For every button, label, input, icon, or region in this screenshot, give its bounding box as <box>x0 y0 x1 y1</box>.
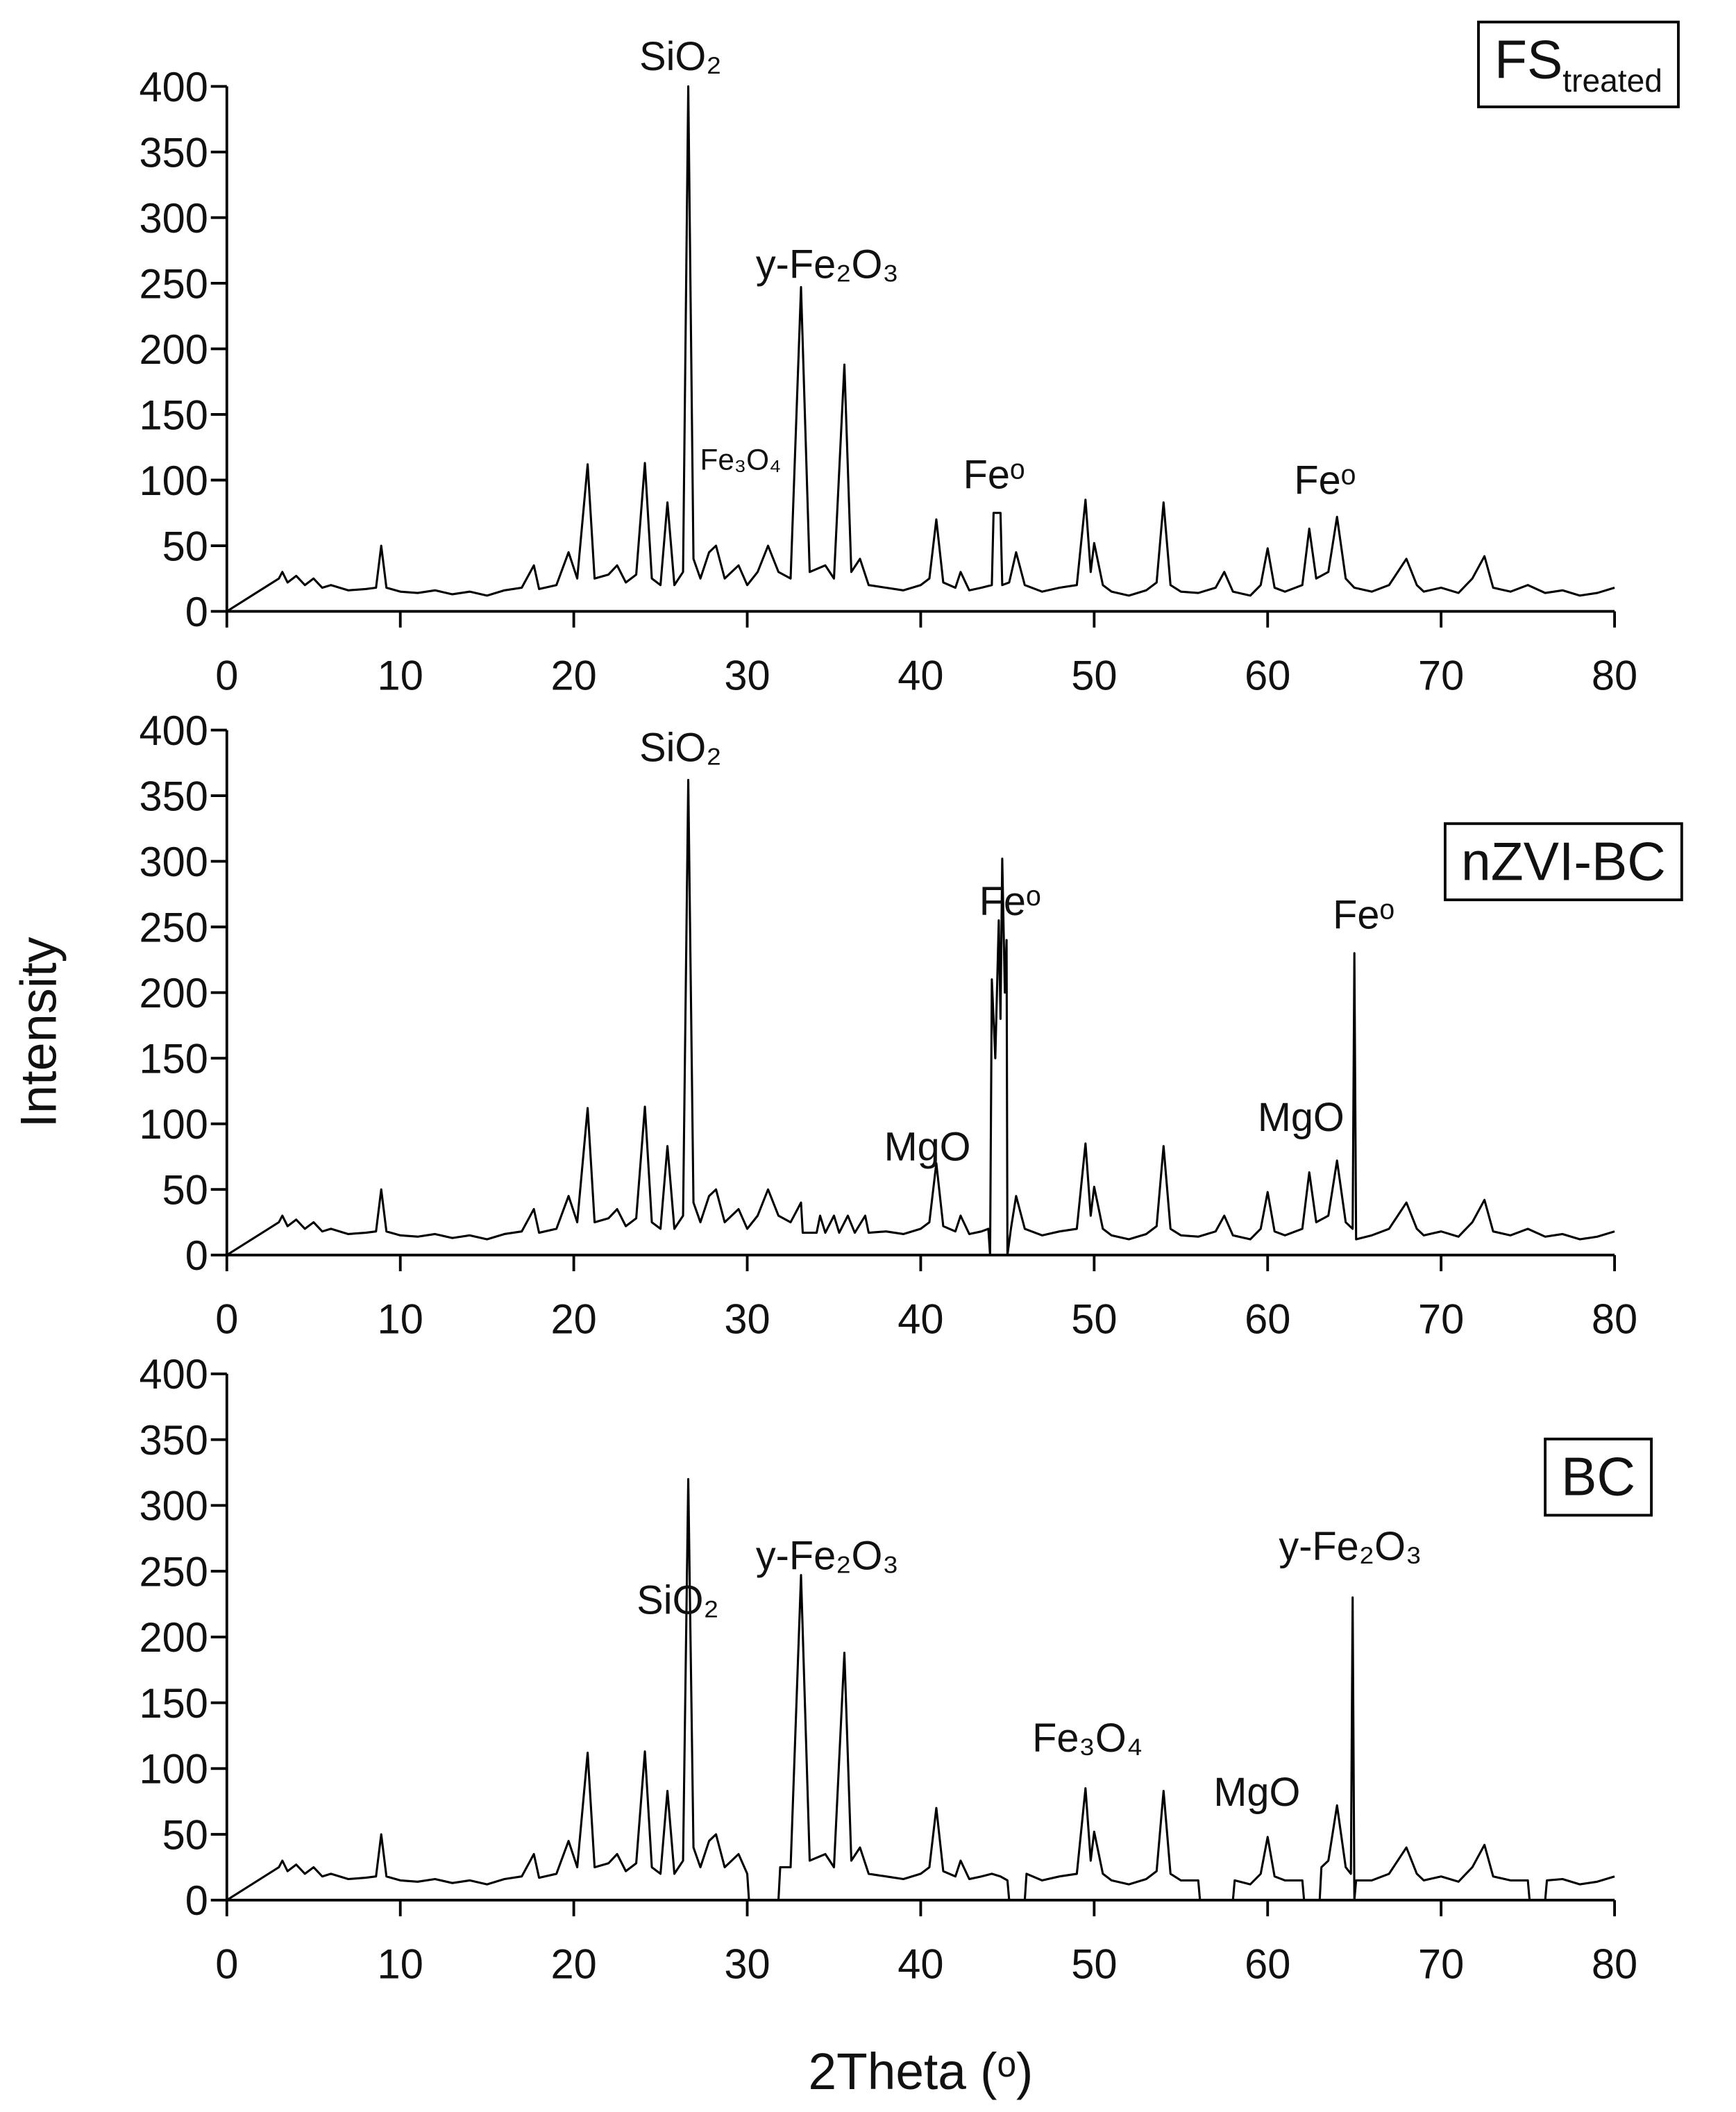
y-tick-label: 250 <box>139 904 208 950</box>
x-tick-label: 50 <box>1071 1296 1117 1342</box>
data-line <box>226 1477 1615 1902</box>
peak-annotation: Feᵒ <box>979 880 1041 924</box>
y-tick-label: 200 <box>139 326 208 373</box>
x-tick-label: 0 <box>215 1941 238 1987</box>
x-tick-label: 30 <box>724 1941 770 1987</box>
y-tick-label: 300 <box>139 839 208 885</box>
panel-label: nZVI-BC <box>1461 832 1666 891</box>
peak-annotation: y-Fe₂O₃ <box>756 1534 899 1578</box>
chart-panel: 0 50 100 150 200 250 300 350 400 0 10 20 30 40 50 60 70 8… <box>139 1351 1653 1988</box>
peak-annotation: MgO <box>884 1125 971 1169</box>
y-tick-label: 300 <box>139 1482 208 1529</box>
chart-panel: 0 50 100 150 200 250 300 350 400 0 10 20 30 40 50 60 70 8… <box>139 707 1683 1343</box>
peak-annotation: SiO₂ <box>639 726 722 770</box>
y-tick-label: 100 <box>139 458 208 504</box>
peak-annotation: SiO₂ <box>637 1578 719 1623</box>
data-line <box>226 85 1615 612</box>
x-tick-label: 60 <box>1245 1941 1290 1987</box>
peak-annotation: Fe₃O₄ <box>1032 1716 1143 1761</box>
peak-annotation: Feᵒ <box>1294 458 1356 503</box>
x-tick-label: 10 <box>378 652 423 698</box>
x-tick-label: 50 <box>1071 1941 1117 1987</box>
y-axis-label: Intensity <box>10 937 67 1128</box>
y-tick-label: 250 <box>139 1548 208 1595</box>
panel-label-sub: treated <box>1562 62 1662 99</box>
peak-annotation: y-Fe₂O₃ <box>756 242 899 287</box>
y-tick-label: 150 <box>139 392 208 438</box>
y-tick-label: 400 <box>139 63 208 110</box>
x-tick-label: 10 <box>378 1941 423 1987</box>
y-tick-label: 50 <box>162 1811 208 1858</box>
x-tick-label: 70 <box>1418 652 1464 698</box>
peak-annotation: SiO₂ <box>639 35 722 79</box>
x-tick-label: 30 <box>724 652 770 698</box>
x-tick-label: 70 <box>1418 1296 1464 1342</box>
x-tick-label: 80 <box>1592 1941 1637 1987</box>
y-tick-label: 400 <box>139 707 208 754</box>
panel-label-box <box>1477 20 1680 108</box>
peak-annotation: y-Fe₂O₃ <box>1279 1525 1422 1569</box>
y-tick-label: 50 <box>162 1166 208 1213</box>
y-tick-label: 0 <box>185 1877 208 1924</box>
x-axis-label: 2Theta (ᵒ) <box>809 2043 1034 2100</box>
y-tick-label: 150 <box>139 1680 208 1727</box>
y-tick-label: 150 <box>139 1035 208 1082</box>
panel-label: BC <box>1561 1447 1635 1507</box>
panel-label: FS <box>1494 30 1562 90</box>
y-tick-label: 100 <box>139 1745 208 1792</box>
y-tick-label: 350 <box>139 1417 208 1464</box>
x-tick-label: 40 <box>898 1296 943 1342</box>
x-tick-label: 20 <box>550 652 596 698</box>
peak-annotation: Feᵒ <box>963 453 1025 497</box>
x-tick-label: 10 <box>378 1296 423 1342</box>
panel-label-box <box>1544 1437 1653 1517</box>
x-tick-label: 70 <box>1418 1941 1464 1987</box>
y-tick-label: 0 <box>185 589 208 635</box>
y-tick-label: 100 <box>139 1101 208 1148</box>
data-line <box>226 778 1615 1257</box>
peak-annotation: MgO <box>1258 1096 1345 1140</box>
x-tick-label: 60 <box>1245 652 1290 698</box>
x-tick-label: 0 <box>215 1296 238 1342</box>
y-tick-label: 0 <box>185 1232 208 1279</box>
x-tick-label: 0 <box>215 652 238 698</box>
x-tick-label: 80 <box>1592 1296 1637 1342</box>
y-tick-label: 400 <box>139 1351 208 1398</box>
peak-annotation: MgO <box>1213 1770 1300 1814</box>
x-tick-label: 20 <box>550 1296 596 1342</box>
x-tick-label: 80 <box>1592 652 1637 698</box>
x-tick-label: 30 <box>724 1296 770 1342</box>
x-tick-label: 40 <box>898 652 943 698</box>
y-tick-label: 200 <box>139 970 208 1016</box>
y-tick-label: 350 <box>139 129 208 176</box>
x-tick-label: 40 <box>898 1941 943 1987</box>
chart-panel: 0 50 100 150 200 250 300 350 400 0 10 20 30 40 50 60 70 8… <box>139 20 1680 698</box>
peak-annotation: Fe₃O₄ <box>700 444 782 476</box>
x-tick-label: 60 <box>1245 1296 1290 1342</box>
peak-annotation: Feᵒ <box>1333 893 1394 937</box>
x-tick-label: 50 <box>1071 652 1117 698</box>
y-tick-label: 200 <box>139 1614 208 1661</box>
y-tick-label: 50 <box>162 523 208 569</box>
y-tick-label: 250 <box>139 260 208 307</box>
x-tick-label: 20 <box>550 1941 596 1987</box>
panel-label-box <box>1444 822 1683 902</box>
y-tick-label: 350 <box>139 773 208 819</box>
y-tick-label: 300 <box>139 195 208 242</box>
